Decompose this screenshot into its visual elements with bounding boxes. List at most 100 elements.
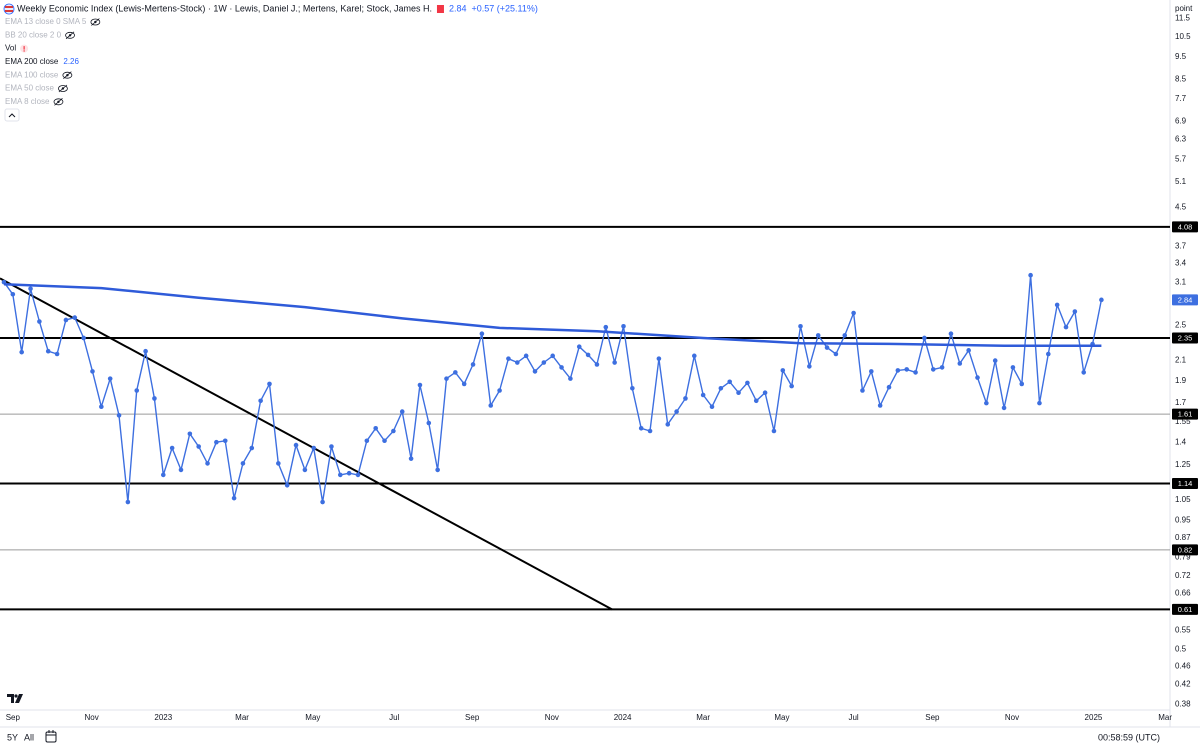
data-point [461, 381, 467, 387]
data-point [169, 445, 175, 451]
data-point [939, 365, 945, 370]
data-point [753, 398, 759, 404]
data-point [559, 365, 564, 370]
eye-slash [54, 97, 63, 106]
data-point [709, 404, 715, 410]
data-point [798, 324, 803, 329]
data-point [346, 470, 352, 476]
indicator-value: 2.26 [63, 57, 79, 66]
data-point [833, 351, 839, 357]
data-point [576, 344, 582, 350]
data-point [320, 499, 325, 505]
indicator-label: EMA 100 close [5, 70, 59, 79]
price-badge-label: 2.35 [1178, 333, 1193, 342]
data-point [992, 358, 998, 363]
data-point [37, 319, 42, 324]
y-tick-label: 2.1 [1175, 356, 1187, 365]
data-point [10, 291, 16, 297]
y-tick-label: 0.42 [1175, 680, 1191, 689]
range-button[interactable]: All [24, 732, 34, 742]
data-point [178, 467, 184, 473]
data-point [807, 364, 812, 369]
data-point [54, 351, 60, 357]
data-point [603, 324, 609, 330]
eye-icon [53, 98, 64, 106]
price-badge-label: 0.61 [1178, 605, 1193, 614]
data-point [506, 356, 511, 361]
price-badge-label: 0.82 [1178, 545, 1193, 554]
warning-icon [20, 44, 29, 53]
ema-line [3, 282, 1102, 348]
x-tick-label: Jul [848, 713, 858, 722]
trendline [0, 277, 613, 611]
data-point [63, 317, 69, 323]
y-tick-label: 0.66 [1175, 589, 1191, 598]
data-point [638, 426, 644, 431]
indicator-label: Vol [5, 44, 16, 53]
price-badge [1172, 408, 1198, 420]
price-badge [1172, 332, 1198, 344]
price-badge-label: 4.08 [1178, 222, 1193, 231]
data-point [550, 353, 555, 359]
range-button[interactable]: 5Y [7, 732, 18, 742]
x-tick-label: Nov [84, 713, 98, 722]
data-point [869, 369, 874, 374]
data-point [90, 369, 95, 374]
series-line [3, 274, 1103, 503]
eye-slash [65, 31, 75, 40]
data-point [373, 426, 378, 431]
y-tick-label: 1.4 [1175, 437, 1187, 446]
data-point [966, 348, 971, 353]
y-tick-label: 3.7 [1175, 242, 1187, 251]
data-point [727, 379, 733, 385]
x-tick-label: Sep [6, 713, 21, 722]
data-point [222, 438, 228, 444]
data-point [45, 348, 51, 354]
x-tick-label: Mar [696, 713, 710, 722]
data-point [1081, 370, 1087, 375]
visibility-toggle[interactable] [58, 84, 68, 93]
data-point [28, 286, 33, 292]
data-point [984, 400, 989, 406]
data-point [815, 333, 821, 338]
data-point [745, 380, 750, 386]
y-tick-label: 1.55 [1175, 417, 1191, 426]
visibility-toggle[interactable] [62, 71, 73, 80]
data-point [904, 367, 910, 372]
data-point [205, 461, 210, 466]
data-point [72, 315, 78, 320]
data-point [470, 362, 476, 367]
y-tick-label: 0.38 [1175, 700, 1191, 709]
collapse-button[interactable] [4, 108, 20, 122]
data-point [594, 362, 600, 367]
data-point [523, 353, 529, 359]
data-point [231, 495, 237, 501]
price-badge-label: 1.14 [1178, 479, 1193, 488]
data-point [1054, 302, 1060, 308]
price-badge [1172, 221, 1198, 233]
x-tick-label: 2024 [614, 713, 632, 722]
y-tick-label: 10.5 [1175, 32, 1191, 41]
data-point [514, 360, 520, 365]
data-point [134, 388, 140, 393]
y-tick-label: 6.9 [1175, 116, 1187, 125]
x-tick-label: 2025 [1085, 713, 1103, 722]
last-value: 2.84 [449, 3, 467, 13]
date-range-button[interactable] [45, 730, 57, 743]
y-tick-label: 3.1 [1175, 277, 1187, 286]
x-tick-label: May [774, 713, 789, 722]
data-point [152, 396, 157, 401]
data-point [249, 445, 255, 451]
data-point [957, 361, 963, 366]
data-point [568, 376, 573, 381]
visibility-toggle[interactable] [90, 18, 101, 26]
data-point [408, 456, 414, 461]
indicator-label: EMA 200 close [5, 57, 59, 66]
visibility-toggle[interactable] [65, 31, 75, 40]
data-point [240, 461, 246, 466]
visibility-toggle[interactable] [53, 97, 64, 106]
data-point [426, 420, 432, 426]
y-tick-label: 6.3 [1175, 135, 1187, 144]
data-point [99, 404, 104, 410]
y-tick-label: 1.05 [1175, 495, 1191, 504]
